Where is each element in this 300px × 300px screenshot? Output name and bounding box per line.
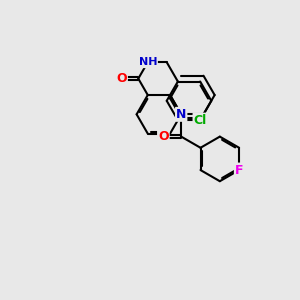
Text: O: O	[116, 72, 127, 85]
Text: O: O	[158, 130, 169, 143]
Text: N: N	[176, 108, 186, 121]
Text: NH: NH	[139, 57, 157, 67]
Text: F: F	[235, 164, 243, 177]
Text: Cl: Cl	[194, 114, 207, 127]
